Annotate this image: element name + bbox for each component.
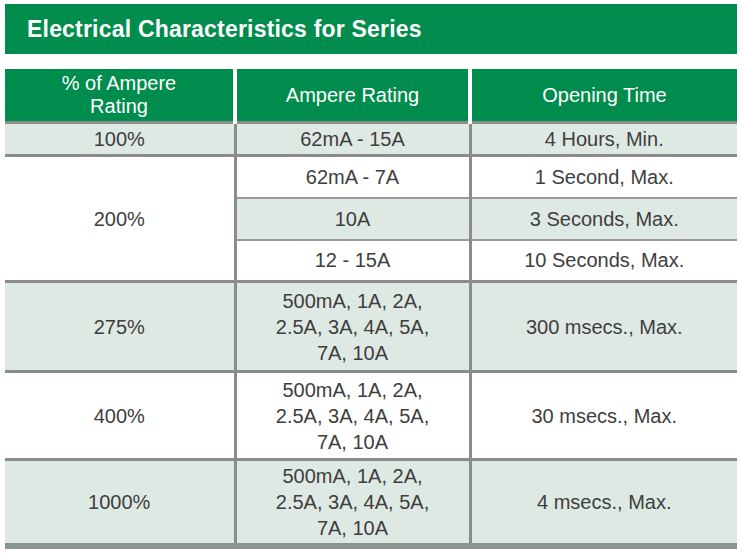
title-header-gap (5, 54, 737, 69)
table-bottom-bar (5, 543, 737, 549)
cell-time-100: 4 Hours, Min. (470, 123, 737, 156)
cell-pct-200: 200% (5, 156, 235, 282)
header-row: % of Ampere Rating Ampere Rating Opening… (5, 69, 737, 123)
cell-pct-400: 400% (5, 372, 235, 460)
cell-ampere-1000: 500mA, 1A, 2A, 2.5A, 3A, 4A, 5A, 7A, 10A (235, 460, 470, 544)
cell-time-275: 300 msecs., Max. (470, 282, 737, 372)
table-body: 100% 62mA - 15A 4 Hours, Min. 200% 62mA … (5, 123, 737, 544)
table-row-400pct: 400% 500mA, 1A, 2A, 2.5A, 3A, 4A, 5A, 7A… (5, 372, 737, 460)
cell-time-200-sub3: 10 Seconds, Max. (470, 240, 737, 282)
cell-ampere-200-sub2: 10A (235, 198, 470, 240)
table-title-bar: Electrical Characteristics for Series (5, 4, 737, 54)
cell-ampere-275: 500mA, 1A, 2A, 2.5A, 3A, 4A, 5A, 7A, 10A (235, 282, 470, 372)
table-row-1000pct: 1000% 500mA, 1A, 2A, 2.5A, 3A, 4A, 5A, 7… (5, 460, 737, 544)
table-title: Electrical Characteristics for Series (27, 16, 422, 43)
datasheet-page: Electrical Characteristics for Series % … (0, 0, 742, 555)
electrical-characteristics-table: % of Ampere Rating Ampere Rating Opening… (5, 69, 737, 543)
cell-pct-1000: 1000% (5, 460, 235, 544)
cell-ampere-100: 62mA - 15A (235, 123, 470, 156)
cell-time-200-sub1: 1 Second, Max. (470, 156, 737, 198)
cell-pct-275: 275% (5, 282, 235, 372)
table-row-275pct: 275% 500mA, 1A, 2A, 2.5A, 3A, 4A, 5A, 7A… (5, 282, 737, 372)
cell-time-1000: 4 msecs., Max. (470, 460, 737, 544)
cell-time-200-sub2: 3 Seconds, Max. (470, 198, 737, 240)
cell-ampere-400: 500mA, 1A, 2A, 2.5A, 3A, 4A, 5A, 7A, 10A (235, 372, 470, 460)
table-row-100pct: 100% 62mA - 15A 4 Hours, Min. (5, 123, 737, 156)
cell-ampere-200-sub1: 62mA - 7A (235, 156, 470, 198)
column-header-ampere-rating: Ampere Rating (235, 69, 470, 123)
table-row-200pct-sub1: 200% 62mA - 7A 1 Second, Max. (5, 156, 737, 198)
cell-time-400: 30 msecs., Max. (470, 372, 737, 460)
column-header-opening-time: Opening Time (470, 69, 737, 123)
column-header-pct-of-ampere-rating: % of Ampere Rating (5, 69, 235, 123)
cell-ampere-200-sub3: 12 - 15A (235, 240, 470, 282)
cell-pct-100: 100% (5, 123, 235, 156)
table-header: % of Ampere Rating Ampere Rating Opening… (5, 69, 737, 123)
